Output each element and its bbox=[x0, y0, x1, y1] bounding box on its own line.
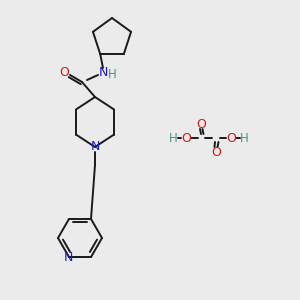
Text: H: H bbox=[108, 68, 116, 82]
Text: N: N bbox=[98, 65, 108, 79]
Text: H: H bbox=[240, 131, 248, 145]
Text: N: N bbox=[90, 140, 100, 154]
Text: H: H bbox=[169, 131, 177, 145]
Text: O: O bbox=[226, 131, 236, 145]
Text: O: O bbox=[59, 65, 69, 79]
Text: N: N bbox=[63, 250, 73, 264]
Text: O: O bbox=[196, 118, 206, 130]
Text: O: O bbox=[211, 146, 221, 158]
Text: O: O bbox=[181, 131, 191, 145]
